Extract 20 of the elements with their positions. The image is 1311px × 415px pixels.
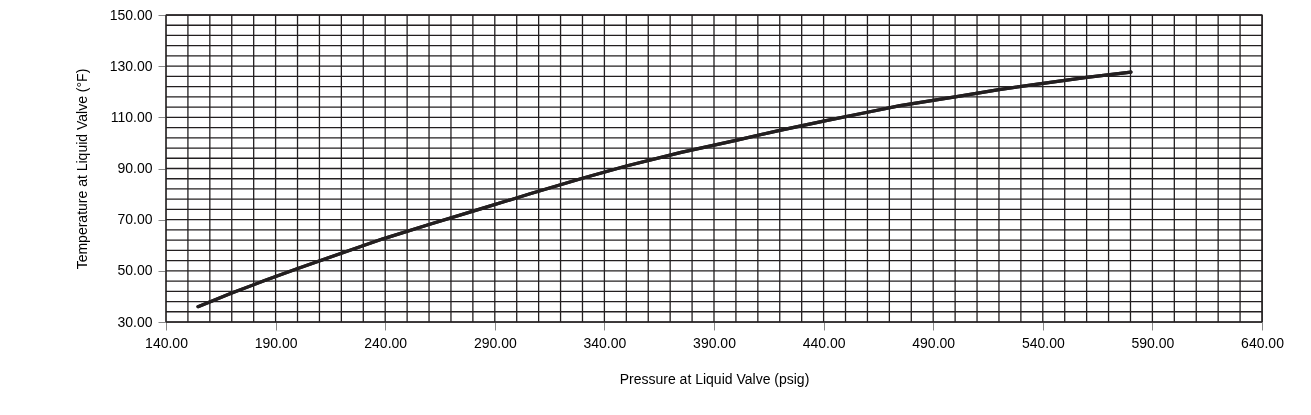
- y-tick-label: 30.00: [117, 313, 153, 330]
- y-tick-label: 50.00: [117, 262, 153, 279]
- y-tick-label: 130.00: [109, 57, 153, 74]
- x-tick-label: 390.00: [693, 334, 737, 351]
- y-tick-label: 90.00: [117, 160, 153, 176]
- x-tick-label: 190.00: [254, 334, 298, 351]
- x-axis-title: Pressure at Liquid Valve (psig): [619, 370, 810, 387]
- y-axis-title: Temperature at Liquid Valve (°F): [73, 68, 90, 270]
- y-tick-label: 70.00: [117, 211, 153, 228]
- x-tick-label: 540.00: [1021, 334, 1065, 351]
- x-tick-label: 440.00: [802, 334, 846, 351]
- x-tick-label: 240.00: [364, 334, 408, 351]
- y-tick-label: 110.00: [110, 108, 153, 125]
- x-tick-label: 590.00: [1131, 334, 1175, 351]
- x-tick-label: 490.00: [912, 334, 956, 351]
- x-tick-label: 640.00: [1241, 334, 1285, 351]
- x-tick-label: 290.00: [473, 334, 517, 351]
- y-tick-label: 150.00: [109, 6, 153, 23]
- x-tick-label: 340.00: [583, 334, 627, 351]
- x-tick-label: 140.00: [145, 334, 189, 351]
